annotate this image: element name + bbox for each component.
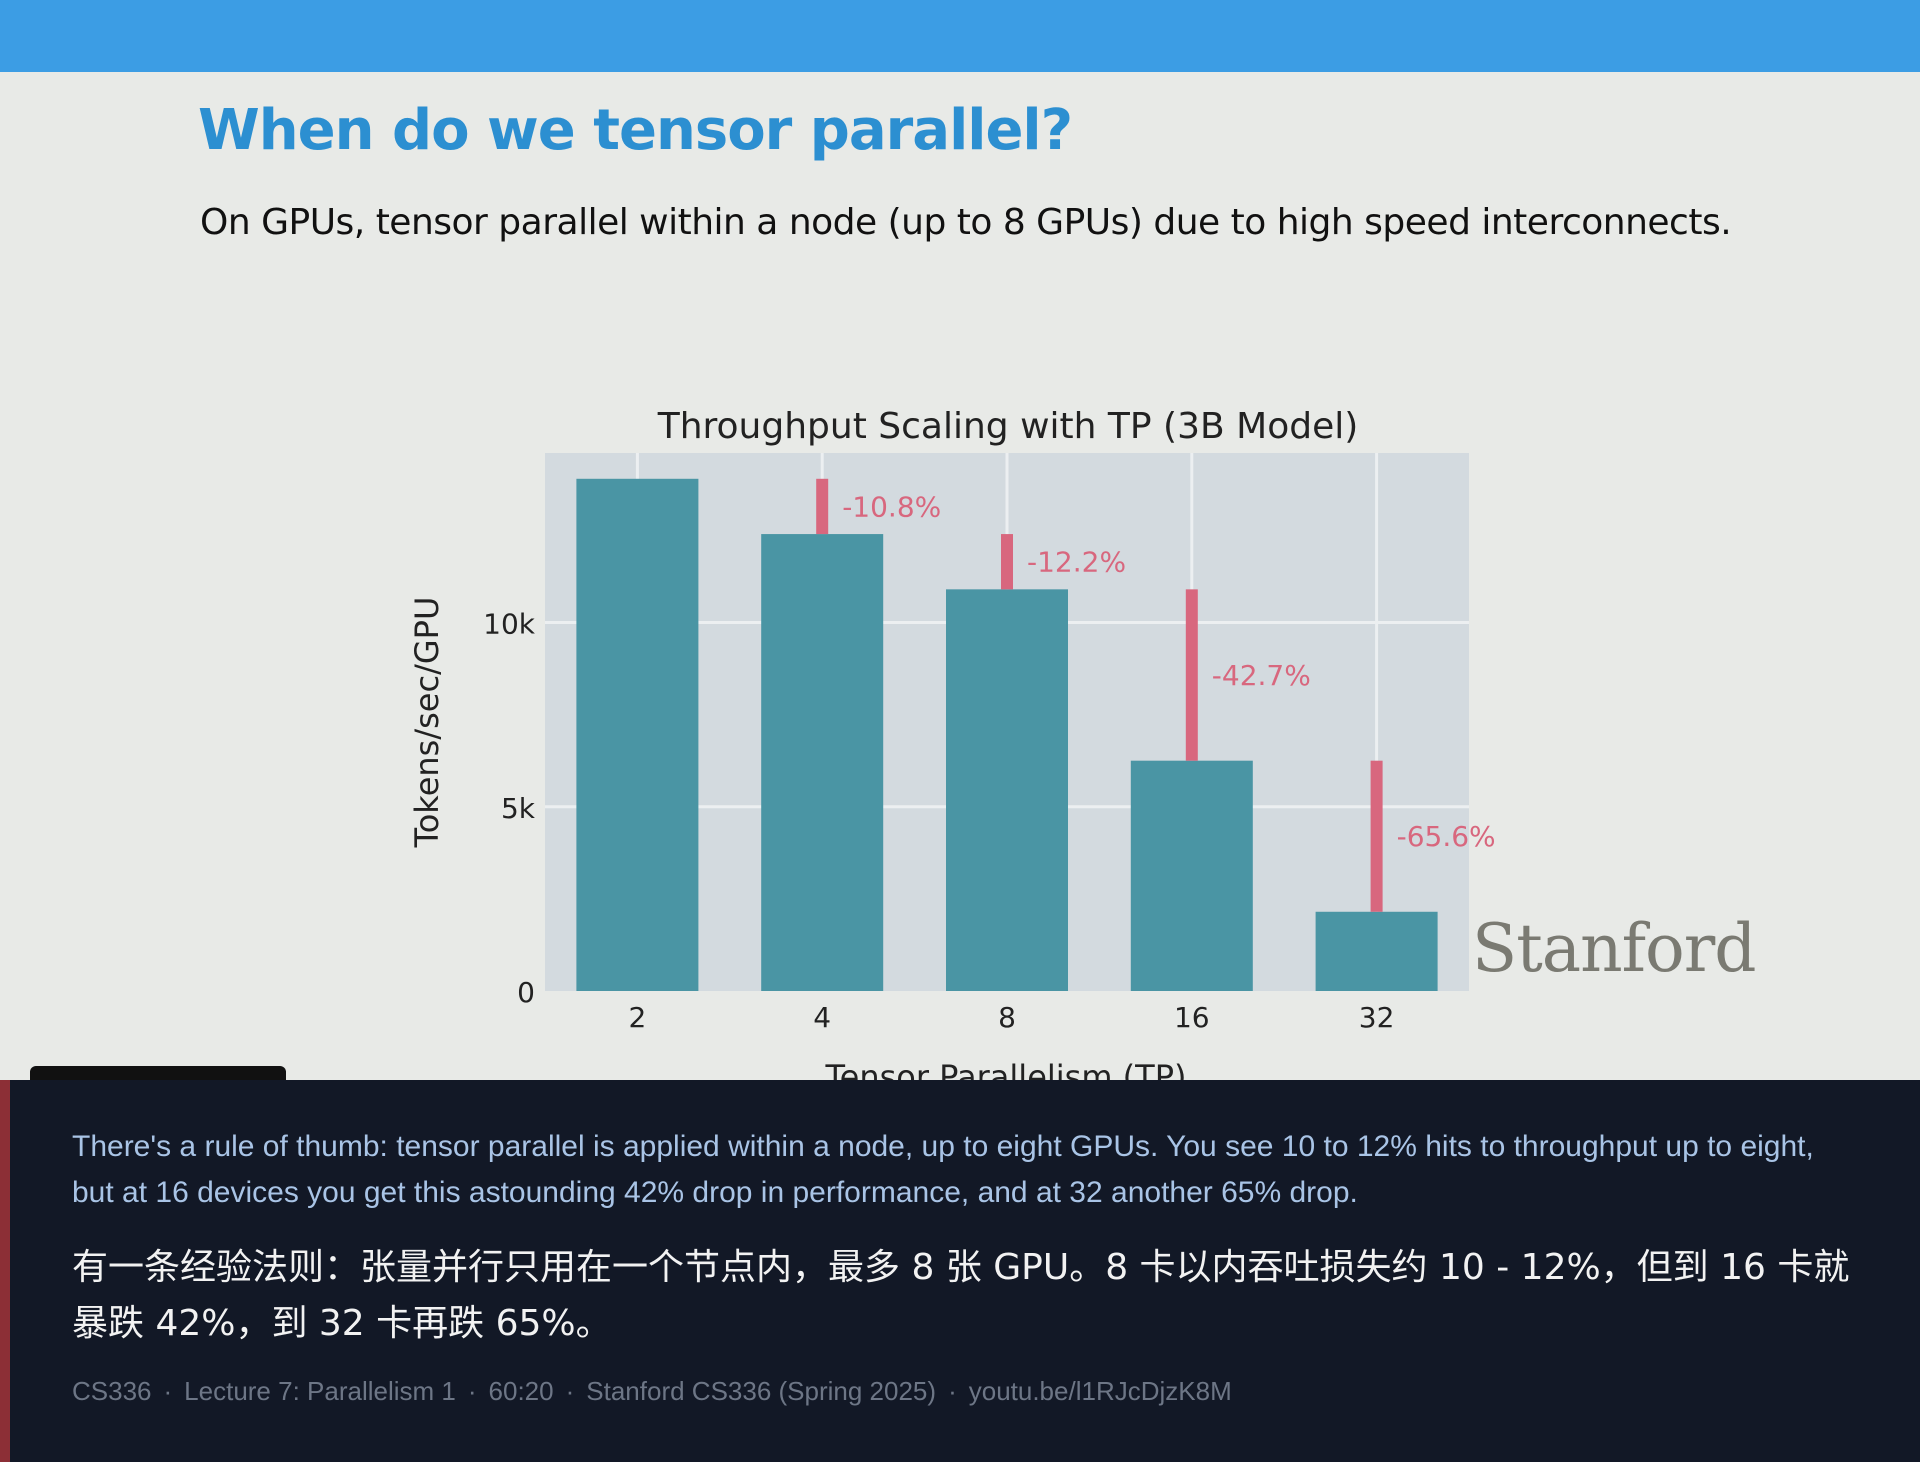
drop-label: -12.2% bbox=[1027, 546, 1126, 579]
bar bbox=[946, 589, 1068, 991]
meta-separator: · bbox=[948, 1376, 957, 1406]
drop-label: -65.6% bbox=[1397, 820, 1496, 853]
chart-title: Throughput Scaling with TP (3B Model) bbox=[657, 406, 1359, 447]
drop-label: -42.7% bbox=[1212, 659, 1311, 692]
caption-meta: CS336 · Lecture 7: Parallelism 1 · 60:20 · Sta… bbox=[72, 1376, 1232, 1407]
bar bbox=[1315, 911, 1438, 991]
slide-title: When do we tensor parallel? bbox=[198, 98, 1073, 163]
drop-segment bbox=[1001, 534, 1013, 590]
drop-label: -10.8% bbox=[842, 490, 941, 523]
y-tick-label: 0 bbox=[517, 976, 535, 1009]
y-tick-label: 10k bbox=[483, 608, 536, 641]
meta-course: CS336 bbox=[72, 1376, 152, 1406]
y-tick-label: 5k bbox=[501, 792, 536, 825]
meta-separator: · bbox=[565, 1376, 575, 1406]
caption-chinese: 有一条经验法则：张量并行只用在一个节点内，最多 8 张 GPU。8 卡以内吞吐损… bbox=[72, 1247, 1850, 1344]
drop-segment bbox=[1370, 760, 1383, 912]
slide-header-bar bbox=[0, 0, 1920, 72]
caption-accent-bar bbox=[0, 1080, 10, 1462]
meta-time: 60:20 bbox=[488, 1376, 554, 1406]
x-tick-label: 8 bbox=[998, 1001, 1016, 1034]
bar bbox=[761, 534, 884, 991]
caption-panel: There's a rule of thumb: tensor parallel… bbox=[0, 1080, 1920, 1462]
drop-segment bbox=[1185, 589, 1198, 761]
caption-english: There's a rule of thumb: tensor parallel… bbox=[72, 1130, 1814, 1209]
meta-link[interactable]: youtu.be/l1RJcDjzK8M bbox=[968, 1376, 1232, 1406]
x-tick-label: 2 bbox=[628, 1001, 646, 1034]
bar bbox=[576, 478, 699, 991]
slide: When do we tensor parallel? On GPUs, ten… bbox=[0, 72, 1920, 1148]
meta-separator: · bbox=[467, 1376, 477, 1406]
meta-separator: · bbox=[163, 1376, 173, 1406]
y-axis-label: Tokens/sec/GPU bbox=[408, 597, 446, 849]
x-tick-label: 32 bbox=[1359, 1001, 1395, 1034]
slide-subtitle: On GPUs, tensor parallel within a node (… bbox=[200, 202, 1732, 243]
x-tick-label: 4 bbox=[813, 1001, 831, 1034]
x-tick-label: 16 bbox=[1174, 1001, 1210, 1034]
drop-segment bbox=[816, 478, 829, 535]
throughput-chart: Throughput Scaling with TP (3B Model) -1… bbox=[408, 406, 1496, 1096]
meta-source: Stanford CS336 (Spring 2025) bbox=[586, 1376, 937, 1406]
meta-lecture: Lecture 7: Parallelism 1 bbox=[184, 1376, 456, 1406]
stanford-logo: Stanford bbox=[1472, 910, 1757, 987]
bar bbox=[1130, 760, 1253, 991]
